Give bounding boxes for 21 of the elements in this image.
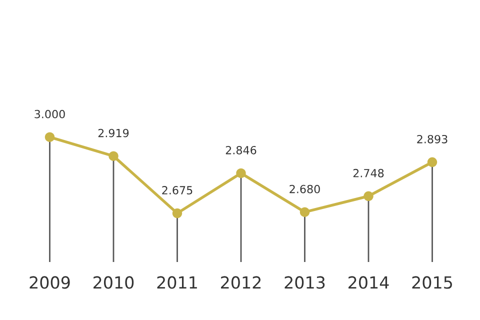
data-label: 2.675 <box>162 186 192 194</box>
point <box>172 208 182 218</box>
x-tick-label: 2013 <box>284 276 325 289</box>
point <box>364 191 374 202</box>
data-label: 3.000 <box>34 110 65 118</box>
data-label: 2.680 <box>290 184 320 194</box>
point <box>300 207 310 217</box>
x-tick-label: 2009 <box>30 276 70 289</box>
data-label: 2.919 <box>98 128 129 138</box>
data-label: 2.893 <box>417 134 448 144</box>
point <box>427 157 438 168</box>
x-tick-label: 2015 <box>412 276 452 289</box>
x-tick-label: 2011 <box>157 276 197 289</box>
point <box>44 132 55 142</box>
x-tick-label: 2012 <box>221 276 261 289</box>
data-label: 2.748 <box>353 168 384 178</box>
x-tick-label: 2014 <box>348 276 389 289</box>
point <box>108 151 118 161</box>
data-label: 2.846 <box>226 146 256 154</box>
x-tick-label: 2010 <box>94 276 134 289</box>
point <box>236 168 246 178</box>
